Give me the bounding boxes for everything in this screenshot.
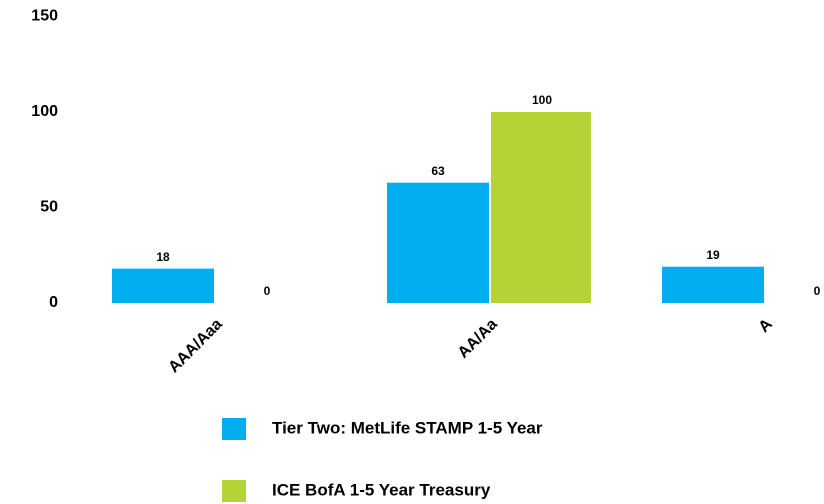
y-tick-label: 100 — [31, 103, 58, 120]
bar — [491, 112, 591, 303]
x-tick-label: A — [756, 315, 777, 336]
y-tick-label: 0 — [49, 294, 58, 311]
bar — [112, 268, 214, 303]
legend-label: Tier Two: MetLife STAMP 1-5 Year — [272, 418, 543, 437]
y-tick-label: 150 — [31, 8, 58, 25]
data-label: 19 — [706, 248, 720, 262]
bar — [387, 182, 489, 303]
data-label: 63 — [431, 164, 445, 178]
x-tick-label: AAA/Aaa — [165, 316, 226, 377]
y-tick-label: 50 — [40, 199, 58, 216]
data-label: 0 — [264, 284, 271, 298]
legend-swatch — [222, 480, 246, 502]
bar — [662, 266, 764, 303]
legend-label: ICE BofA 1-5 Year Treasury — [272, 480, 491, 499]
legend-swatch — [222, 418, 246, 440]
data-label: 18 — [156, 250, 170, 264]
x-tick-label: AA/Aa — [455, 316, 501, 362]
data-label: 100 — [532, 93, 552, 107]
data-label: 0 — [814, 284, 821, 298]
